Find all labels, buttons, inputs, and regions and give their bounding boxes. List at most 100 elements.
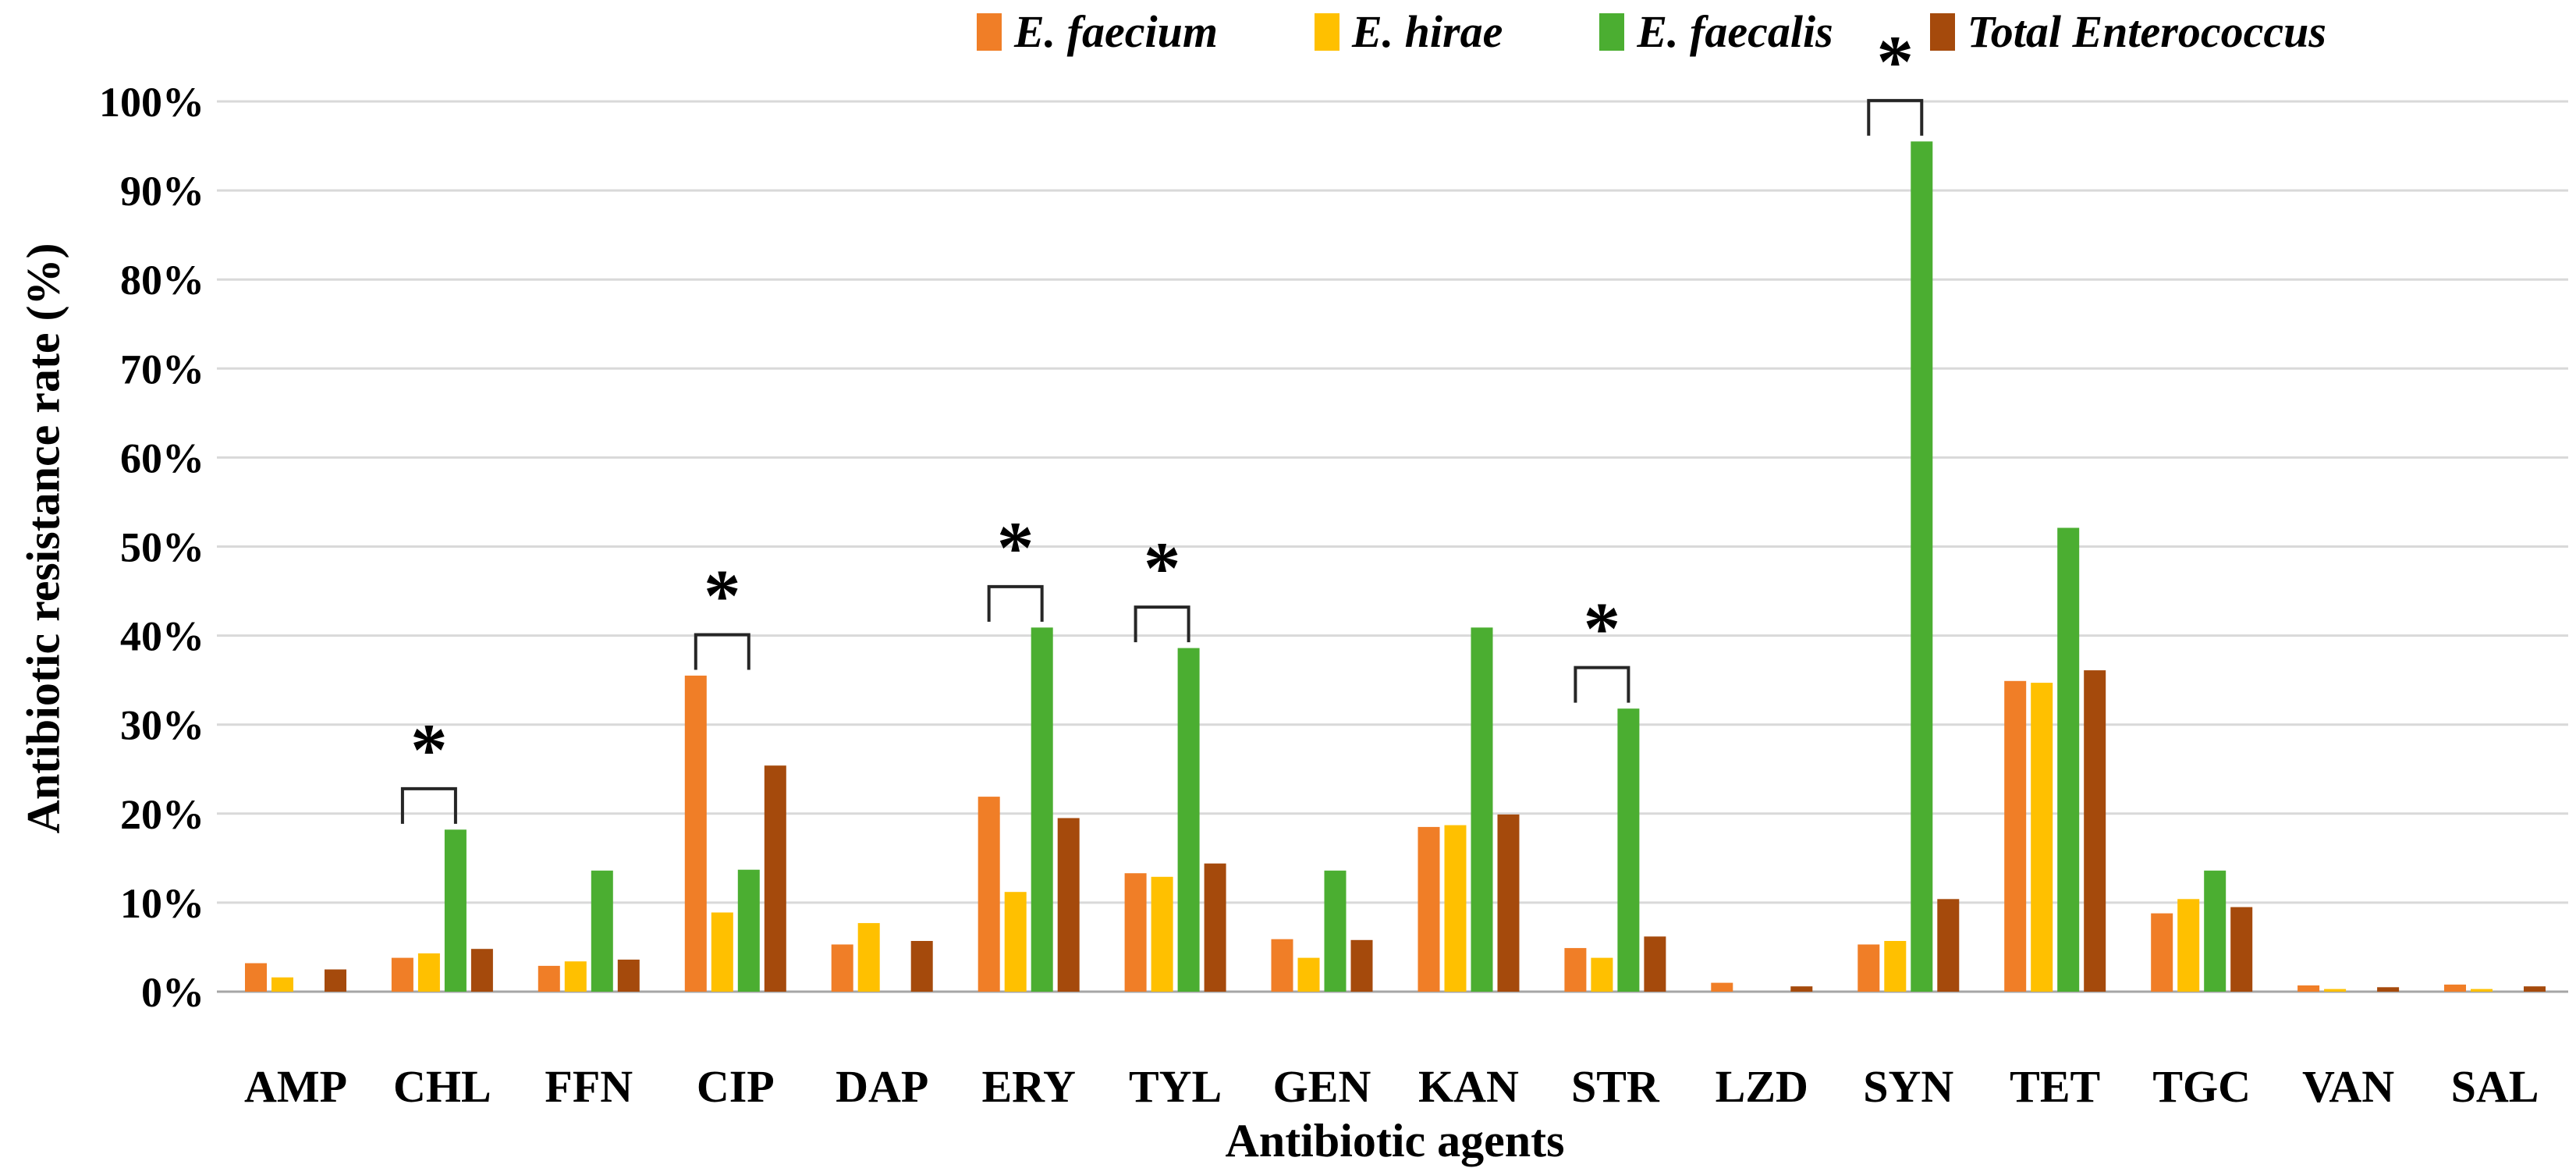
x-category-label-SYN: SYN xyxy=(1863,1061,1953,1112)
significance-bracket-CHL xyxy=(400,786,457,824)
bar-AMP-0 xyxy=(245,963,267,992)
y-tick-label-30: 30% xyxy=(120,702,204,749)
bar-DAP-3 xyxy=(910,941,933,992)
y-tick-label-60: 60% xyxy=(120,435,204,481)
bar-GEN-3 xyxy=(1350,939,1373,992)
bar-SAL-3 xyxy=(2524,986,2546,992)
x-category-label-GEN: GEN xyxy=(1273,1061,1371,1112)
legend-label-e-hirae: E. hirae xyxy=(1351,6,1503,57)
bar-CIP-1 xyxy=(711,912,733,992)
x-category-label-STR: STR xyxy=(1571,1061,1660,1112)
bar-CHL-3 xyxy=(470,949,493,992)
y-tick-label-20: 20% xyxy=(120,791,204,838)
bar-FFN-0 xyxy=(538,965,560,992)
x-category-label-FFN: FFN xyxy=(545,1061,633,1112)
x-category-label-CHL: CHL xyxy=(393,1061,491,1112)
bar-KAN-3 xyxy=(1497,814,1520,992)
x-category-label-DAP: DAP xyxy=(836,1061,928,1112)
bar-VAN-3 xyxy=(2377,987,2400,992)
legend-label-e-faecium: E. faecium xyxy=(1014,6,1218,57)
significance-asterisk-CIP: * xyxy=(704,554,741,637)
significance-asterisk-ERY: * xyxy=(997,506,1034,589)
bar-CHL-1 xyxy=(417,953,440,992)
significance-bracket-ERY xyxy=(987,584,1044,622)
bar-VAN-0 xyxy=(2297,985,2320,992)
bar-ERY-2 xyxy=(1031,627,1053,992)
x-category-label-TGC: TGC xyxy=(2152,1061,2251,1112)
bar-SYN-2 xyxy=(1911,141,1933,992)
x-category-label-KAN: KAN xyxy=(1418,1061,1519,1112)
bar-CHL-0 xyxy=(391,957,413,992)
chart-legend: E. faecium E. hirae E. faecalis Total En… xyxy=(977,9,2326,55)
x-axis-title: Antibiotic agents xyxy=(1225,1115,1565,1166)
significance-bracket-CIP xyxy=(694,633,750,670)
bar-TYL-0 xyxy=(1124,873,1147,992)
bar-AMP-3 xyxy=(325,969,346,992)
significance-bracket-TYL xyxy=(1134,605,1190,643)
x-category-label-LZD: LZD xyxy=(1716,1061,1808,1112)
x-category-label-AMP: AMP xyxy=(244,1061,347,1112)
bar-CIP-2 xyxy=(737,869,760,992)
y-tick-label-100: 100% xyxy=(99,79,204,126)
bar-TGC-2 xyxy=(2204,870,2227,992)
bar-TYL-3 xyxy=(1204,863,1226,992)
legend-item-e-faecium: E. faecium xyxy=(977,9,1218,55)
bar-TET-2 xyxy=(2057,527,2080,992)
bar-AMP-1 xyxy=(271,977,293,992)
significance-asterisk-STR: * xyxy=(1584,588,1621,670)
bar-TET-0 xyxy=(2004,680,2027,992)
bar-STR-3 xyxy=(1644,936,1666,992)
x-category-label-TYL: TYL xyxy=(1129,1061,1222,1112)
x-category-label-VAN: VAN xyxy=(2302,1061,2394,1112)
bar-LZD-3 xyxy=(1790,986,1813,992)
bar-KAN-2 xyxy=(1471,627,1493,992)
legend-label-e-faecalis: E. faecalis xyxy=(1637,6,1833,57)
bar-DAP-1 xyxy=(857,923,880,992)
significance-asterisk-CHL: * xyxy=(410,708,448,791)
bar-STR-1 xyxy=(1591,957,1613,992)
significance-bracket-STR xyxy=(1574,666,1630,703)
legend-swatch-total-enterococcus-icon xyxy=(1929,13,1955,51)
bar-SYN-1 xyxy=(1884,941,1907,992)
bar-ERY-1 xyxy=(1004,892,1027,992)
legend-swatch-e-hirae-icon xyxy=(1314,13,1339,51)
bar-SYN-3 xyxy=(1937,899,1960,992)
x-category-label-CIP: CIP xyxy=(697,1061,775,1112)
bar-LZD-0 xyxy=(1711,982,1733,992)
bar-TGC-1 xyxy=(2177,899,2200,992)
y-tick-label-70: 70% xyxy=(120,346,204,392)
bar-GEN-2 xyxy=(1324,870,1347,992)
bar-CHL-2 xyxy=(444,829,467,992)
legend-item-total-enterococcus: Total Enterococcus xyxy=(1929,6,2326,57)
x-category-label-ERY: ERY xyxy=(981,1061,1075,1112)
bar-KAN-0 xyxy=(1418,826,1440,992)
x-category-label-TET: TET xyxy=(2010,1061,2100,1112)
bar-FFN-2 xyxy=(591,870,613,992)
bar-STR-0 xyxy=(1564,948,1587,992)
bar-DAP-0 xyxy=(831,944,853,992)
legend-label-total-enterococcus: Total Enterococcus xyxy=(1967,6,2326,57)
bar-TYL-1 xyxy=(1151,876,1173,992)
significance-asterisk-SYN: * xyxy=(1877,20,1914,103)
bar-STR-2 xyxy=(1617,708,1640,992)
legend-item-e-hirae: E. hirae xyxy=(1314,6,1503,57)
bar-TET-3 xyxy=(2084,670,2106,992)
bar-FFN-3 xyxy=(617,959,640,992)
bar-SAL-1 xyxy=(2471,989,2493,992)
x-category-label-SAL: SAL xyxy=(2451,1061,2539,1112)
bar-ERY-0 xyxy=(978,797,1000,992)
y-tick-label-90: 90% xyxy=(120,168,204,215)
y-tick-label-80: 80% xyxy=(120,257,204,304)
y-axis-title: Antibiotic resistance rate (%) xyxy=(17,243,69,834)
bar-TYL-2 xyxy=(1177,648,1200,992)
y-tick-label-0: 0% xyxy=(141,969,204,1016)
y-tick-label-50: 50% xyxy=(120,524,204,571)
bar-GEN-1 xyxy=(1297,957,1320,992)
bar-SAL-0 xyxy=(2444,984,2466,992)
legend-swatch-e-faecium-icon xyxy=(977,13,1002,51)
bar-VAN-1 xyxy=(2324,989,2347,992)
bar-TET-1 xyxy=(2031,683,2053,992)
bar-CIP-0 xyxy=(684,675,707,992)
